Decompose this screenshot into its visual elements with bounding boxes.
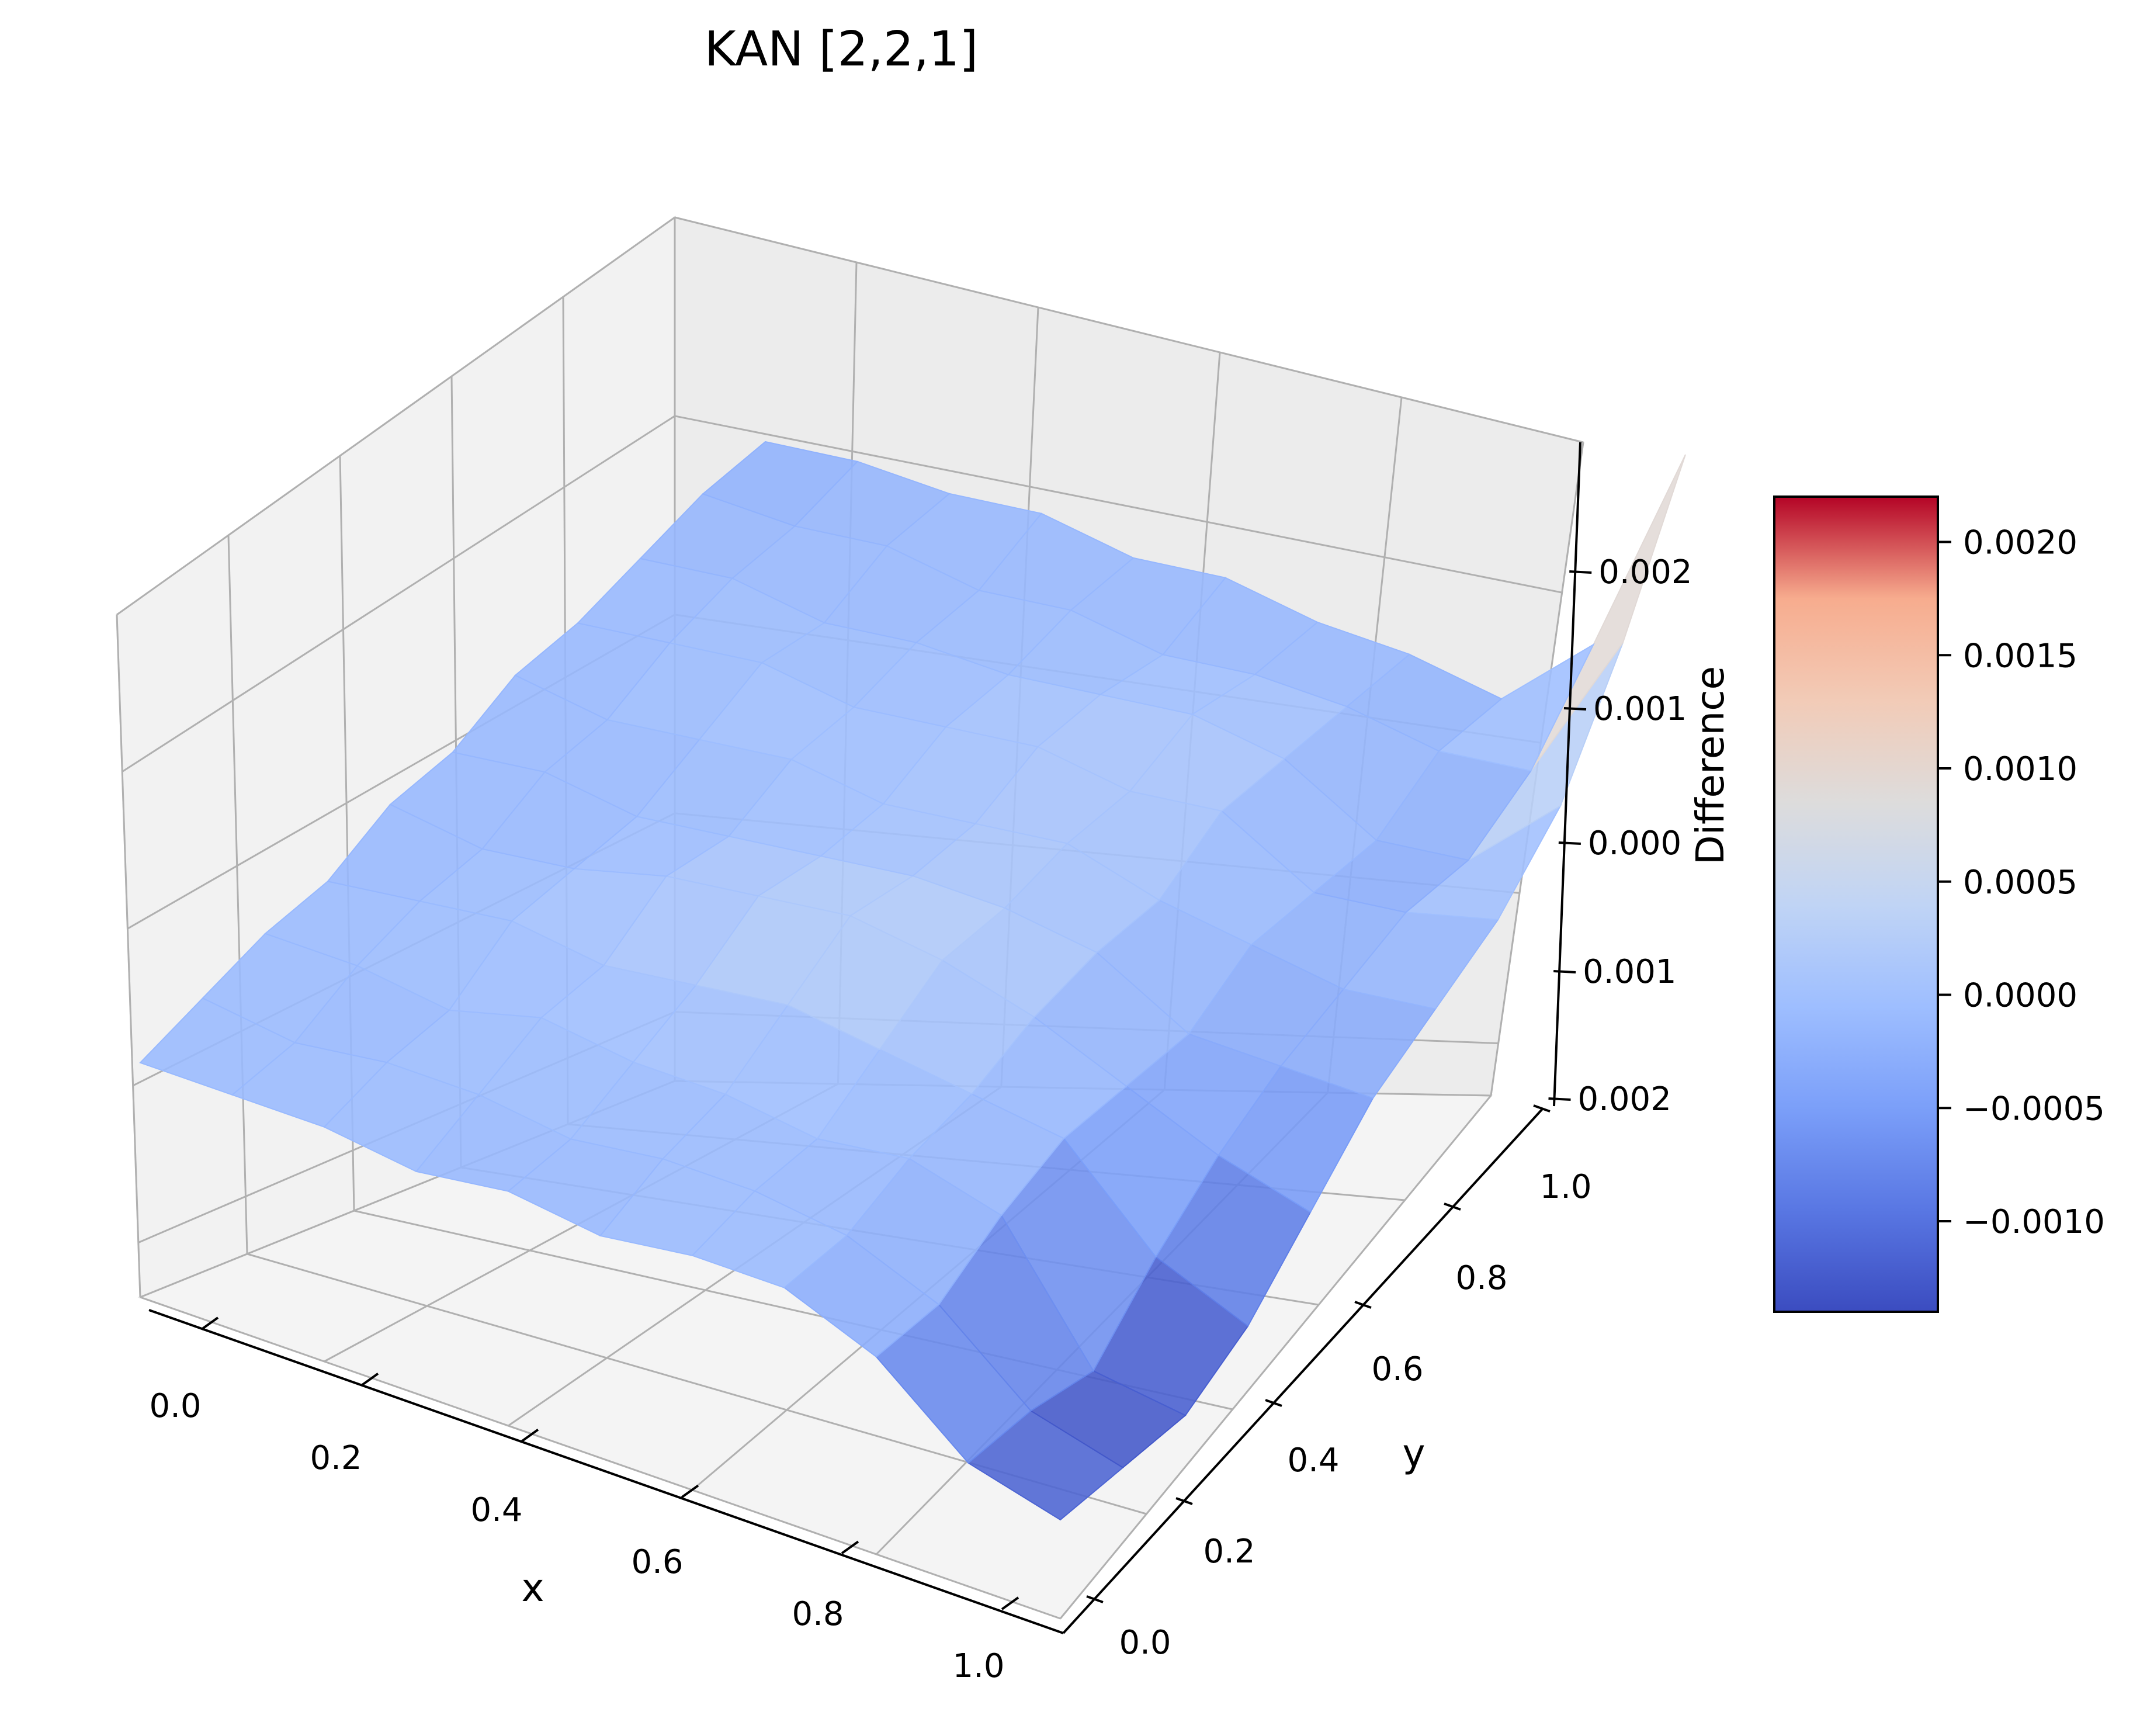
z-tick-label: 0.002: [1578, 1080, 1671, 1118]
colorbar-tick-label: −0.0010: [1963, 1203, 2105, 1241]
y-tick-label: 1.0: [1539, 1168, 1591, 1206]
y-tick-mark: [1175, 1497, 1193, 1505]
surface: [139, 441, 1686, 1521]
y-tick-mark: [1265, 1399, 1282, 1407]
x-axis-line: [148, 1309, 1064, 1634]
x-tick-mark: [841, 1540, 859, 1554]
x-tick-mark: [521, 1428, 539, 1443]
chart-title: KAN [2,2,1]: [705, 22, 978, 77]
z-axis-line: [1553, 442, 1581, 1107]
y-tick-label: 0.4: [1287, 1442, 1339, 1479]
y-tick-mark: [1354, 1301, 1372, 1309]
z-tick-mark: [1553, 970, 1576, 973]
x-tick-mark: [681, 1484, 699, 1499]
back-grid-line-z: [674, 415, 1562, 594]
y-tick-label: 0.0: [1119, 1624, 1171, 1662]
back-grid-line-z: [674, 216, 1584, 443]
left-grid-line-v: [227, 535, 248, 1255]
y-tick-label: 0.2: [1203, 1533, 1255, 1571]
x-tick-mark: [360, 1373, 379, 1387]
colorbar-tick-label: 0.0005: [1963, 864, 2077, 902]
x-tick-label: 0.4: [470, 1491, 522, 1529]
y-tick-label: 0.6: [1371, 1350, 1423, 1388]
y-tick-label: 0.8: [1455, 1259, 1507, 1297]
x-tick-label: 0.8: [792, 1595, 844, 1633]
x-tick-label: 0.6: [631, 1543, 683, 1581]
x-tick-mark: [1001, 1596, 1019, 1610]
z-tick-label: 0.002: [1598, 553, 1692, 591]
z-tick-mark: [1548, 1097, 1571, 1101]
y-axis-label: y: [1402, 1431, 1425, 1476]
y-tick-mark: [1533, 1104, 1551, 1113]
ticks: 0.0 0.2 0.4 0.6 0.8 1.0 0.0 0.2 0.4 0.6 0.8 1.0 0.00…: [149, 553, 1692, 1685]
z-tick-label: 0.001: [1583, 953, 1676, 991]
colorbar-body: [1773, 495, 1939, 1313]
left-grid-line-z: [116, 216, 675, 616]
floor-grid-line-y: [140, 1296, 1061, 1620]
y-tick-mark: [1086, 1595, 1104, 1603]
colorbar-tick-label: 0.0020: [1963, 524, 2077, 562]
z-tick-label: 0.000: [1588, 824, 1681, 862]
x-tick-label: 0.0: [149, 1387, 201, 1425]
z-axis-label: Difference: [1688, 666, 1733, 865]
y-axis-line: [1062, 1108, 1544, 1634]
left-grid-line-z: [122, 415, 675, 772]
colorbar-tick-label: 0.0010: [1963, 750, 2077, 788]
z-tick-label: 0.001: [1593, 690, 1687, 728]
colorbar-tick-label: −0.0005: [1963, 1090, 2105, 1128]
x-tick-mark: [200, 1316, 219, 1330]
z-tick-mark: [1569, 570, 1592, 574]
floor-grid-line-x: [1059, 1095, 1492, 1619]
x-axis-label: x: [521, 1565, 544, 1610]
left-grid-line-v: [116, 614, 141, 1298]
colorbar-ticks: 0.0020 0.0015 0.0010 0.0005 0.0000 −0.0005 −0.…: [1938, 524, 2105, 1241]
colorbar-tick-label: 0.0015: [1963, 637, 2077, 675]
colorbar: 0.0020 0.0015 0.0010 0.0005 0.0000 −0.0005 −0.…: [1773, 495, 2105, 1313]
x-tick-label: 1.0: [952, 1647, 1004, 1685]
x-tick-label: 0.2: [310, 1439, 362, 1477]
surface-patch: [702, 441, 859, 527]
colorbar-tick-label: 0.0000: [1963, 977, 2077, 1015]
y-tick-mark: [1444, 1203, 1461, 1211]
axis-lines: [148, 442, 1581, 1634]
z-tick-mark: [1558, 841, 1581, 845]
z-tick-mark: [1563, 707, 1587, 711]
